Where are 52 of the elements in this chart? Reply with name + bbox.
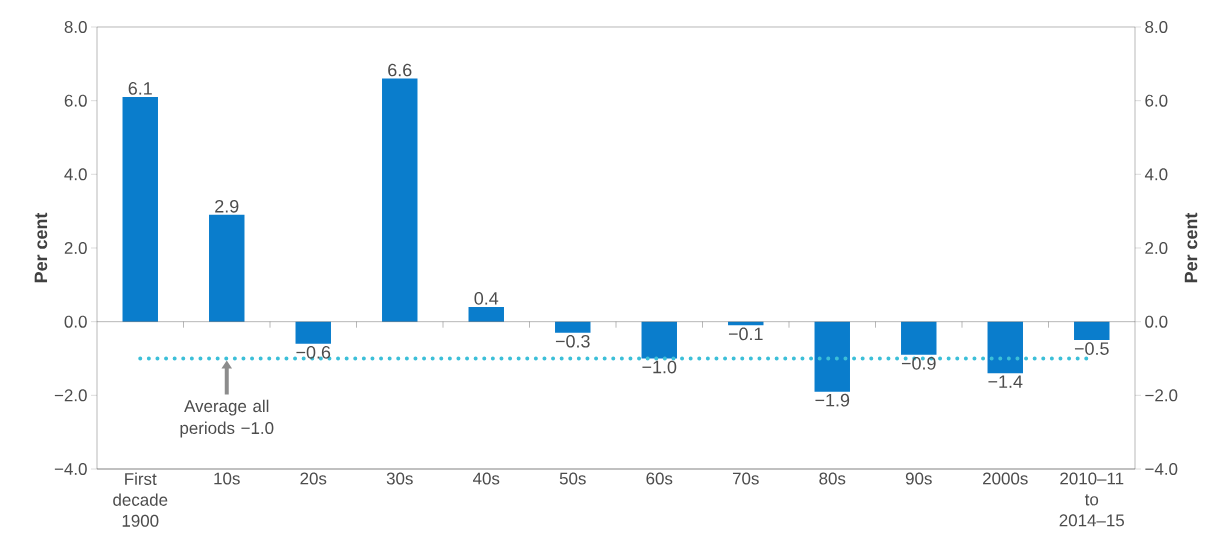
data-label: −0.1 [728, 327, 763, 341]
x-tick-label: 70s [732, 472, 759, 485]
annotation: Average all periods −1.0 [180, 399, 274, 438]
data-label: −0.5 [1074, 342, 1109, 355]
y-tick-label: 8.0 [64, 20, 87, 33]
bar [641, 321, 677, 359]
y2-tick-label: 8.0 [1145, 20, 1168, 33]
x-tick-label: 10s [214, 472, 240, 485]
y-tick-label: 2.0 [64, 241, 87, 254]
y-tick-label: 0.0 [64, 315, 87, 328]
x-tick-label: 90s [905, 472, 932, 485]
x-tick-label: 60s [646, 472, 673, 485]
bar [555, 321, 591, 333]
data-label: −1.9 [815, 393, 850, 407]
data-label: −1.4 [988, 375, 1023, 388]
y2-tick-label: −2.0 [1145, 389, 1178, 402]
y2-tick-label: −4.0 [1145, 463, 1178, 475]
y-tick-label: −2.0 [54, 389, 87, 402]
bar [295, 321, 331, 344]
y-axis-title: Per cent [34, 212, 48, 283]
bar [814, 321, 850, 392]
x-tick-label: 2010–11 to 2014–15 [1059, 472, 1124, 527]
bar [122, 96, 158, 322]
x-tick-label: 20s [300, 472, 327, 485]
data-label: −1.0 [642, 360, 677, 374]
data-label: 2.9 [215, 199, 239, 213]
y-tick-label: −4.0 [54, 463, 87, 475]
x-tick-label: First decade 1900 [113, 472, 168, 527]
bar [901, 321, 937, 355]
y2-axis-title: Per cent [1184, 212, 1198, 283]
bar [209, 214, 245, 322]
data-label: −0.9 [901, 357, 936, 370]
x-tick-label: 40s [472, 472, 500, 485]
bar [1074, 321, 1110, 341]
y-tick-label: 6.0 [64, 94, 87, 107]
data-label: −0.6 [296, 345, 331, 359]
bar [382, 78, 418, 322]
y2-tick-label: 6.0 [1145, 94, 1168, 107]
bar [987, 321, 1023, 374]
bar [468, 306, 504, 322]
x-tick-label: 2000s [983, 472, 1028, 485]
data-label: 6.6 [388, 63, 412, 77]
data-label: −0.3 [555, 334, 590, 348]
y-tick-label: 4.0 [64, 168, 87, 181]
x-tick-label: 80s [819, 472, 846, 485]
y2-tick-label: 0.0 [1145, 315, 1168, 328]
data-label: 6.1 [128, 82, 152, 95]
x-tick-label: 50s [559, 472, 586, 485]
y2-tick-label: 2.0 [1145, 241, 1168, 254]
x-tick-label: 30s [386, 472, 413, 485]
data-label: 0.4 [474, 292, 499, 305]
y2-tick-label: 4.0 [1144, 168, 1168, 181]
